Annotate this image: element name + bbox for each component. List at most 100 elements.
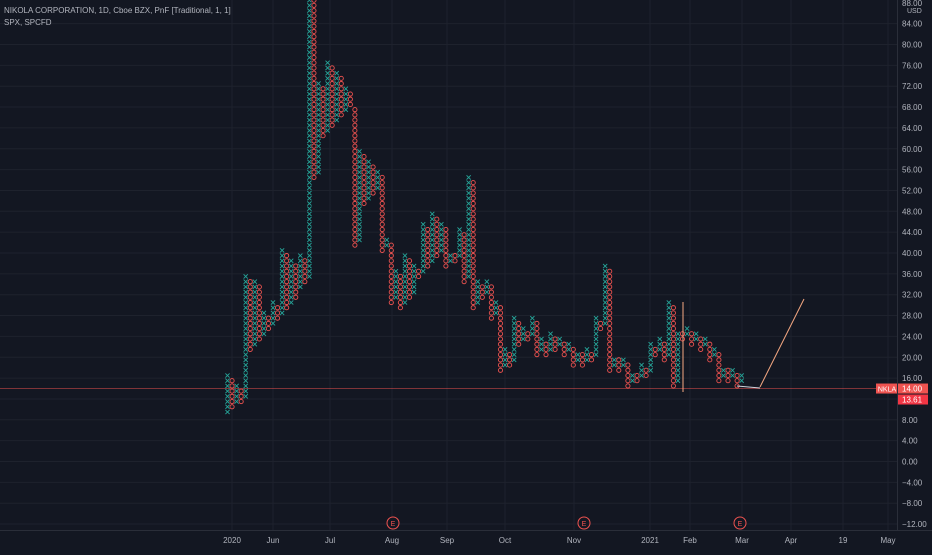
pnf-x-column[interactable] — [343, 86, 349, 113]
pnf-o-column[interactable] — [425, 226, 431, 269]
pnf-x-column[interactable] — [511, 315, 517, 363]
pnf-x-column[interactable] — [466, 175, 472, 279]
pnf-o-column[interactable] — [670, 305, 676, 389]
pnf-o-column[interactable] — [443, 226, 449, 269]
pnf-x-column[interactable] — [602, 263, 608, 326]
pnf-o-column[interactable] — [497, 305, 504, 373]
pnf-o-column[interactable] — [274, 305, 281, 321]
pnf-x-column[interactable] — [539, 336, 544, 352]
pnf-o-column[interactable] — [607, 268, 613, 373]
pnf-o-column[interactable] — [634, 372, 640, 384]
pnf-o-column[interactable] — [256, 284, 262, 342]
pnf-o-column[interactable] — [320, 86, 326, 139]
pnf-x-column[interactable] — [448, 253, 453, 264]
pnf-x-column[interactable] — [438, 221, 444, 253]
pnf-x-column[interactable] — [639, 362, 644, 378]
pnf-o-column[interactable] — [552, 336, 558, 352]
pnf-o-column[interactable] — [588, 352, 595, 363]
earnings-marker[interactable]: E — [386, 516, 400, 530]
pnf-o-column[interactable] — [406, 258, 413, 300]
pnf-o-column[interactable] — [652, 346, 658, 358]
pnf-o-column[interactable] — [379, 174, 385, 253]
pnf-x-column[interactable] — [234, 383, 240, 404]
pnf-x-column[interactable] — [420, 221, 426, 274]
pnf-x-column[interactable] — [611, 357, 617, 368]
pnf-o-column[interactable] — [470, 180, 476, 311]
pnf-x-column[interactable] — [730, 367, 735, 378]
pnf-x-column[interactable] — [316, 81, 321, 175]
pnf-o-column[interactable] — [716, 352, 722, 384]
pnf-o-column[interactable] — [479, 284, 485, 300]
pnf-x-column[interactable] — [334, 70, 340, 123]
pnf-o-column[interactable] — [347, 91, 353, 107]
pnf-o-column[interactable] — [229, 378, 235, 410]
pnf-x-column[interactable] — [475, 279, 481, 305]
pnf-x-column[interactable] — [721, 367, 726, 378]
pnf-o-column[interactable] — [352, 107, 358, 248]
pnf-x-column[interactable] — [584, 347, 590, 363]
pnf-x-column[interactable] — [493, 300, 499, 316]
pnf-x-column[interactable] — [548, 331, 553, 352]
pnf-o-column[interactable] — [643, 367, 649, 379]
pnf-x-column[interactable] — [484, 279, 490, 295]
pnf-o-column[interactable] — [516, 320, 522, 347]
pnf-o-column[interactable] — [370, 164, 376, 196]
pnf-o-column[interactable] — [452, 253, 458, 264]
pnf-x-column[interactable] — [575, 352, 581, 363]
pnf-x-column[interactable] — [739, 373, 745, 384]
pnf-o-column[interactable] — [284, 253, 290, 311]
pnf-x-column[interactable] — [288, 258, 294, 305]
pnf-x-column[interactable] — [297, 253, 303, 290]
pnf-o-column[interactable] — [661, 341, 667, 363]
pnf-x-column[interactable] — [557, 336, 563, 347]
pnf-o-column[interactable] — [625, 362, 631, 389]
pnf-o-column[interactable] — [507, 352, 513, 368]
pnf-o-column[interactable] — [543, 341, 549, 358]
pnf-o-column[interactable] — [561, 341, 567, 358]
pnf-o-column[interactable] — [698, 336, 704, 352]
pnf-x-column[interactable] — [648, 341, 654, 373]
pnf-x-column[interactable] — [620, 357, 626, 368]
pnf-o-column[interactable] — [570, 346, 576, 368]
pnf-x-column[interactable] — [402, 253, 408, 305]
pnf-x-column[interactable] — [243, 274, 249, 399]
pnf-o-column[interactable] — [361, 154, 367, 207]
pnf-x-column[interactable] — [675, 331, 681, 384]
pnf-x-column[interactable] — [357, 148, 362, 243]
pnf-o-column[interactable] — [302, 258, 308, 285]
pnf-o-column[interactable] — [329, 65, 335, 128]
pnf-x-column[interactable] — [252, 279, 258, 347]
earnings-marker[interactable]: E — [733, 516, 747, 530]
pnf-x-column[interactable] — [279, 247, 285, 316]
pnf-x-column[interactable] — [711, 347, 717, 358]
pnf-o-column[interactable] — [265, 315, 272, 332]
pnf-x-column[interactable] — [325, 60, 331, 133]
pnf-o-column[interactable] — [579, 352, 585, 368]
pnf-x-column[interactable] — [657, 336, 663, 352]
pnf-o-column[interactable] — [434, 216, 440, 259]
pnf-o-column[interactable] — [616, 357, 622, 373]
pnf-o-column[interactable] — [247, 279, 253, 352]
pnf-x-column[interactable] — [520, 326, 526, 342]
pnf-x-column[interactable] — [366, 159, 371, 201]
pnf-x-column[interactable] — [457, 227, 462, 259]
pnf-x-column[interactable] — [702, 336, 708, 347]
pnf-x-column[interactable] — [261, 310, 267, 337]
pnf-x-column[interactable] — [693, 331, 699, 342]
pnf-o-column[interactable] — [293, 263, 299, 300]
pnf-o-column[interactable] — [388, 242, 394, 306]
earnings-marker[interactable]: E — [577, 516, 591, 530]
pnf-o-column[interactable] — [238, 388, 244, 405]
projection-trend-line[interactable] — [759, 298, 805, 388]
pnf-x-column[interactable] — [529, 315, 535, 337]
pnf-o-column[interactable] — [598, 320, 604, 332]
pnf-o-column[interactable] — [725, 367, 731, 384]
pnf-o-column[interactable] — [338, 75, 344, 118]
pnf-x-column[interactable] — [306, 0, 312, 279]
pnf-o-column[interactable] — [397, 273, 403, 311]
pnf-x-column[interactable] — [411, 263, 417, 295]
pnf-o-column[interactable] — [689, 331, 695, 347]
pnf-o-column[interactable] — [707, 341, 713, 363]
